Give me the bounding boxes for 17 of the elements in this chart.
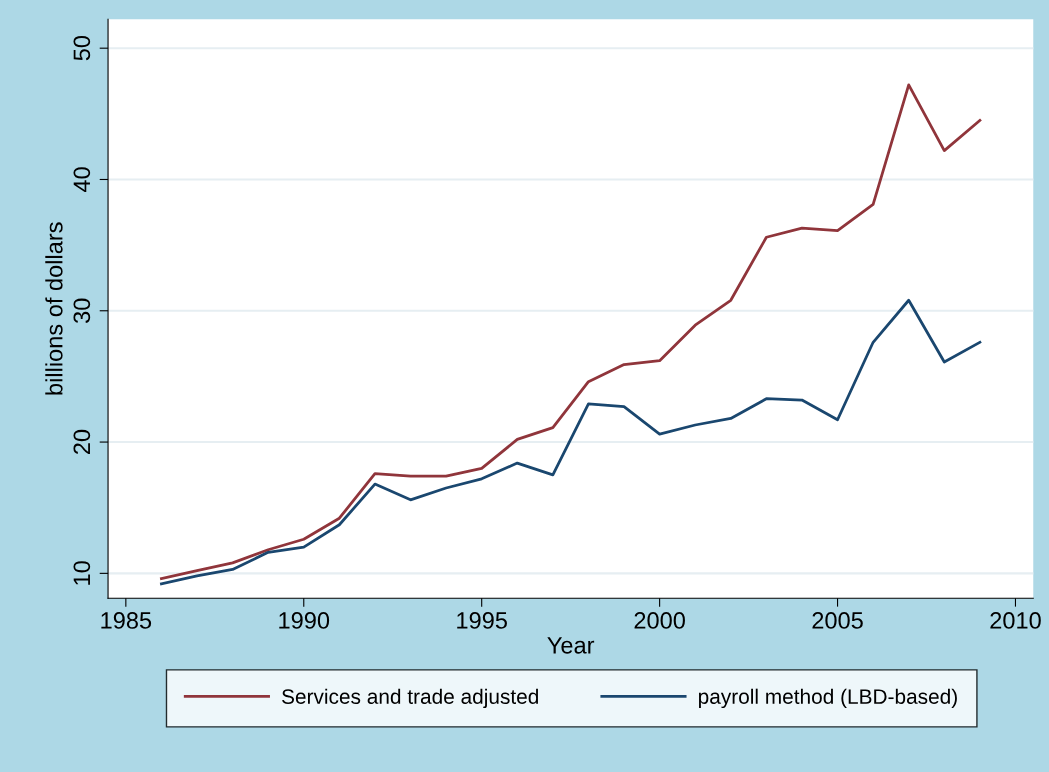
legend-label: payroll method (LBD-based) xyxy=(698,688,957,709)
line-series xyxy=(160,83,982,580)
x-tick-label: 2000 xyxy=(634,612,685,629)
x-tick-label: 1985 xyxy=(101,612,152,629)
x-tick-label: 1995 xyxy=(457,612,507,629)
x-axis-title: Year xyxy=(547,637,595,654)
line-series xyxy=(160,298,982,586)
y-tick-label: 10 xyxy=(73,561,91,585)
y-axis-title: billions of dollars xyxy=(45,222,63,395)
y-tick-label: 50 xyxy=(73,35,91,61)
y-tick-label: 40 xyxy=(73,167,91,193)
legend-label: Services and trade adjusted xyxy=(282,688,538,709)
x-tick-label: 2005 xyxy=(812,612,863,629)
y-tick-label: 30 xyxy=(73,298,91,323)
x-tick-label: 2010 xyxy=(990,612,1041,629)
x-tick-label: 1990 xyxy=(279,612,330,629)
y-tick-label: 20 xyxy=(73,429,91,454)
